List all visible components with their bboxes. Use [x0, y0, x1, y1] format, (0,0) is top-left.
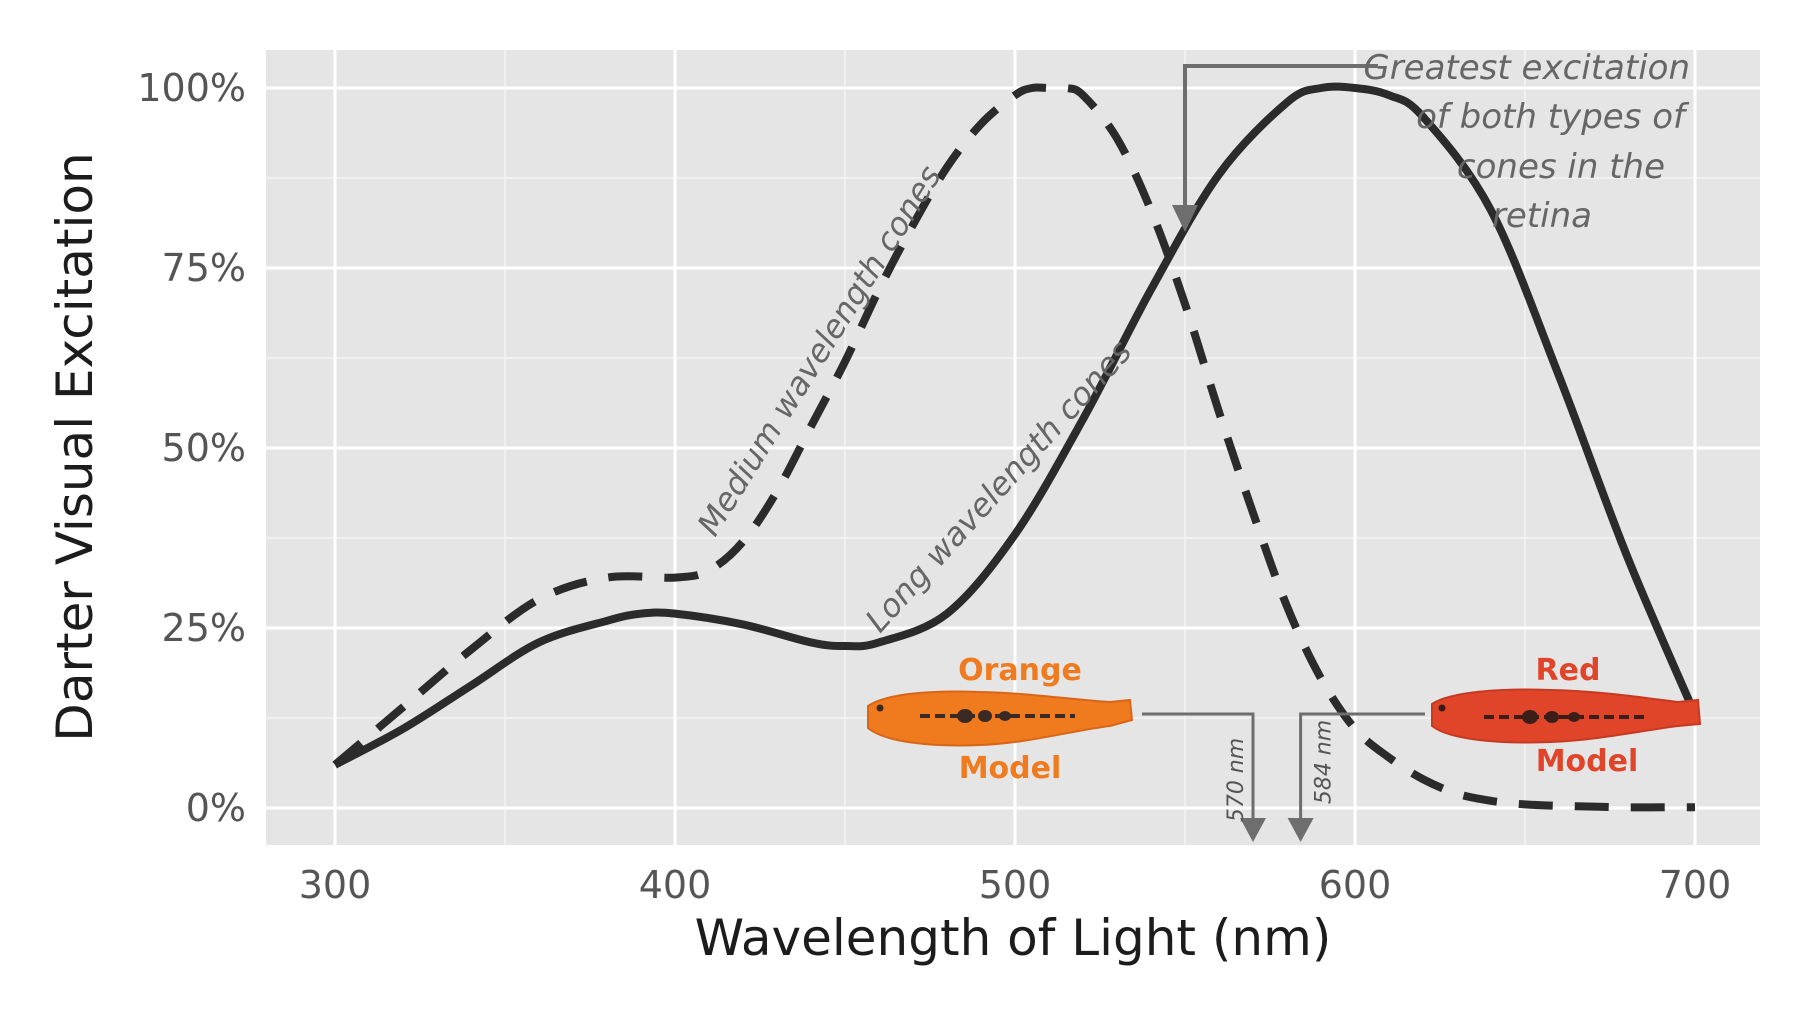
y-tick-label: 25%: [162, 606, 246, 650]
orange-model-label-line1: Orange: [958, 653, 1082, 688]
x-tick-label: 300: [299, 863, 372, 907]
y-tick-label: 100%: [137, 66, 246, 110]
red-model-label-line1: Red: [1536, 653, 1601, 688]
y-tick-label: 75%: [162, 246, 246, 290]
x-tick-label: 400: [639, 863, 712, 907]
greatest-excitation-text-line1: Greatest excitation: [1363, 48, 1690, 88]
red-model-label-line2: Model: [1536, 744, 1639, 779]
x-tick-labels: 300 400 500 600 700: [299, 863, 1732, 907]
greatest-excitation-text-line2: of both types of: [1416, 97, 1690, 137]
x-tick-label: 700: [1659, 863, 1732, 907]
orange-model-wavelength: 570 nm: [1224, 738, 1249, 822]
y-tick-labels: 0% 25% 50% 75% 100%: [137, 66, 246, 830]
red-model-wavelength: 584 nm: [1312, 720, 1337, 804]
orange-model-label-line2: Model: [959, 751, 1062, 786]
x-axis-title: Wavelength of Light (nm): [695, 909, 1332, 967]
x-tick-label: 500: [979, 863, 1052, 907]
y-tick-label: 50%: [162, 426, 246, 470]
greatest-excitation-text-line4: retina: [1492, 196, 1592, 236]
x-tick-label: 600: [1319, 863, 1392, 907]
y-axis-title: Darter Visual Excitation: [46, 152, 104, 741]
y-tick-label: 0%: [186, 786, 246, 830]
greatest-excitation-text-line3: cones in the: [1457, 147, 1665, 187]
